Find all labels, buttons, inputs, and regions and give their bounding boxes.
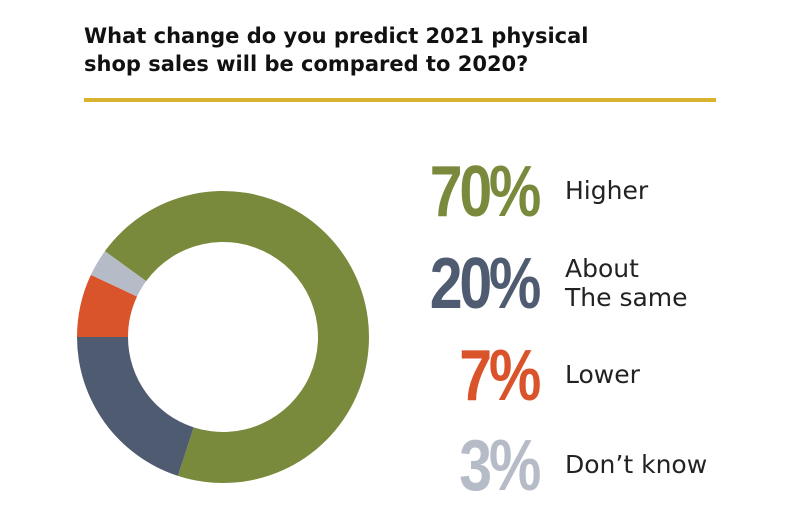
legend-item-higher: 70% Higher xyxy=(400,152,780,232)
value-label-about-the-same: 20% xyxy=(429,244,542,324)
chart-title-line-1: What change do you predict 2021 physical xyxy=(84,24,589,48)
chart-title-line-2: shop sales will be compared to 2020? xyxy=(84,52,529,76)
title-divider xyxy=(84,98,716,102)
chart-title: What change do you predict 2021 physical… xyxy=(84,22,724,78)
legend-label-about-the-same-line-2: The same xyxy=(565,283,688,312)
legend-label-dont-know-line-1: Don’t know xyxy=(565,450,708,479)
legend-label-lower: Lower xyxy=(565,360,640,389)
legend-item-about-the-same: 20% About The same xyxy=(400,244,780,324)
legend-item-lower: 7% Lower xyxy=(400,336,780,416)
legend-label-higher-line-1: Higher xyxy=(565,176,649,205)
donut-slice-about-the-same xyxy=(77,337,194,476)
legend-label-higher: Higher xyxy=(565,176,648,205)
legend-label-about-the-same-line-1: About xyxy=(565,254,639,283)
legend-item-dont-know: 3% Don’t know xyxy=(400,426,780,506)
legend-label-dont-know: Don’t know xyxy=(565,450,707,479)
value-label-higher: 70% xyxy=(429,152,542,232)
legend-label-lower-line-1: Lower xyxy=(565,360,640,389)
donut-slice-dont-know xyxy=(90,251,147,297)
value-label-dont-know: 3% xyxy=(459,426,541,506)
donut-slice-higher xyxy=(104,190,369,483)
legend-label-about-the-same: About The same xyxy=(565,254,688,312)
donut-slice-lower xyxy=(77,274,138,337)
donut-chart xyxy=(77,190,369,483)
value-label-lower: 7% xyxy=(459,336,541,416)
